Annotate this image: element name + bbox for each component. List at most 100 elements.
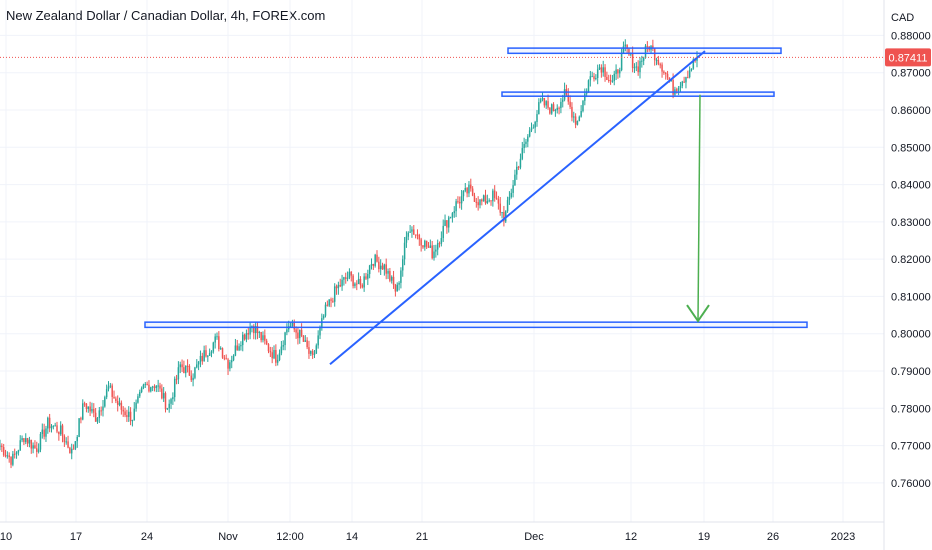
candle-body (260, 332, 262, 341)
candle-body (389, 271, 391, 281)
candle (390, 275, 393, 284)
candle (554, 108, 557, 117)
candle (54, 422, 56, 427)
candle-body (672, 79, 674, 95)
candle-body (104, 397, 106, 407)
candle-body (582, 100, 584, 112)
candle (13, 448, 16, 459)
candle (539, 97, 542, 104)
candle (368, 264, 371, 279)
candle-body (96, 417, 99, 422)
candle (48, 413, 51, 433)
candle-body (319, 327, 321, 336)
candle (521, 141, 524, 161)
candle-body (267, 344, 270, 352)
candle (234, 338, 237, 357)
candle-body (687, 77, 689, 79)
candle (168, 399, 170, 413)
candle (582, 100, 584, 113)
candle-body (635, 66, 638, 68)
candle (32, 442, 34, 454)
candle (361, 283, 364, 289)
candle (381, 262, 384, 270)
time-tick-label: 10 (0, 531, 12, 543)
candle (560, 97, 562, 114)
candle (107, 381, 110, 392)
candle-body (159, 385, 161, 389)
candle (188, 364, 191, 376)
candle (449, 216, 452, 219)
candle (70, 443, 73, 460)
candle (344, 272, 347, 284)
time-tick-label: 12 (625, 531, 637, 543)
candle (96, 417, 99, 424)
candle (63, 434, 66, 447)
candle-body (150, 387, 152, 392)
candle-body (357, 278, 360, 285)
candle (639, 57, 641, 79)
candle-body (115, 398, 117, 401)
candle (271, 347, 273, 364)
candle (690, 68, 693, 72)
candle (104, 395, 106, 408)
candle-body (436, 243, 439, 250)
candle (223, 355, 226, 361)
candle-body (532, 127, 535, 129)
candle-body (556, 107, 558, 111)
candle-body (543, 98, 546, 106)
candle-body (554, 110, 557, 112)
candle-body (609, 79, 612, 82)
candle (376, 250, 378, 263)
candle (146, 381, 148, 386)
candle (330, 297, 332, 308)
candle (468, 181, 470, 198)
candle-body (54, 425, 56, 427)
candle (659, 62, 661, 69)
candle (247, 327, 250, 340)
candle-body (52, 425, 55, 427)
candle-body (59, 425, 62, 435)
candle (466, 187, 468, 198)
candle-body (550, 104, 553, 114)
candle (501, 211, 503, 219)
candle-body (429, 245, 432, 248)
price-tick-label: 0.85000 (891, 142, 931, 154)
candle (21, 435, 23, 443)
candle-body (341, 279, 343, 287)
candle (561, 94, 564, 108)
candle-body (479, 199, 481, 206)
candle (653, 47, 656, 66)
candle (183, 360, 185, 374)
candle-body (284, 332, 286, 346)
candle-body (219, 348, 222, 350)
candle (135, 399, 137, 412)
candle-body (352, 275, 354, 287)
candle-body (576, 121, 579, 125)
candle-body (289, 325, 292, 327)
candle-body (10, 456, 12, 465)
candle (482, 194, 485, 202)
candle (396, 282, 398, 292)
candle-body (184, 365, 187, 374)
candle (177, 361, 180, 385)
candle (615, 64, 617, 81)
candle-body (495, 197, 498, 200)
candle-body (493, 190, 496, 198)
time-tick-label: 2023 (831, 531, 855, 543)
candle-body (82, 403, 84, 420)
candle-body (227, 359, 229, 369)
candle-body (459, 201, 461, 204)
candle (488, 198, 490, 203)
candle-body (93, 409, 95, 413)
candle-body (414, 234, 417, 236)
candle-body (144, 383, 147, 385)
candle-body (313, 353, 316, 355)
candle (142, 383, 145, 390)
candle-body (361, 284, 364, 288)
candle-body (194, 367, 196, 378)
candle-body (170, 399, 172, 404)
drawings (0, 47, 884, 366)
candle-body (400, 270, 402, 283)
candle (302, 335, 305, 342)
